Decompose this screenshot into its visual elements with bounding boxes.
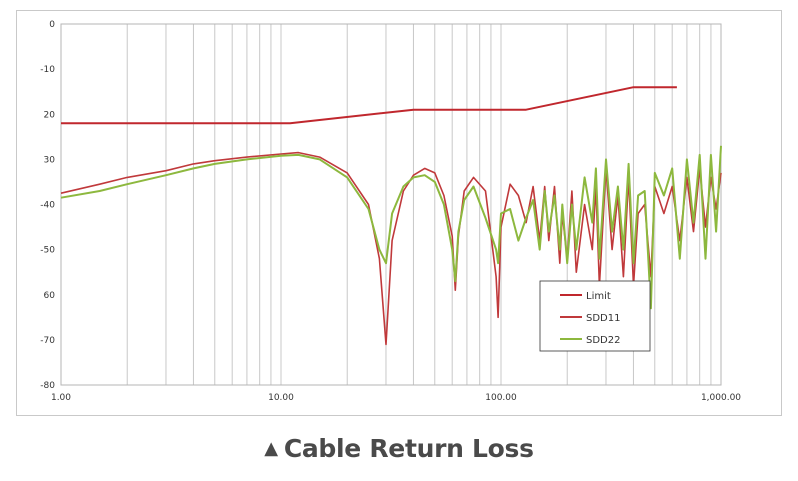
- x-tick-label: 10.00: [268, 393, 294, 403]
- y-tick-label: -40: [40, 201, 55, 211]
- x-tick-label: 100.00: [485, 393, 517, 403]
- y-tick-label: -70: [40, 336, 55, 346]
- return-loss-chart: 0 -10 20 30 -40 -50 60 -70 -80 1.00 10.00 100.00 1,0…: [40, 20, 741, 403]
- x-tick-label: 1,000.00: [701, 393, 741, 403]
- x-tick-label: 1.00: [51, 393, 71, 403]
- chart-frame: 0 -10 20 30 -40 -50 60 -70 -80 1.00 10.00 100.00 1,0…: [16, 10, 782, 416]
- y-tick-label: -50: [40, 246, 55, 256]
- chart-caption: ▲ Cable Return Loss: [0, 434, 798, 463]
- caption-text: Cable Return Loss: [283, 434, 534, 463]
- legend-label-sdd22: SDD22: [586, 335, 620, 346]
- y-tick-label: 30: [44, 155, 56, 165]
- y-tick-label: -80: [40, 381, 55, 391]
- y-tick-label: 60: [44, 291, 56, 301]
- legend-label-limit: Limit: [586, 291, 611, 302]
- triangle-up-icon: ▲: [264, 438, 278, 459]
- y-tick-label: -10: [40, 65, 55, 75]
- series-line-sdd22: [60, 145, 722, 310]
- series-line-limit: [61, 86, 677, 125]
- legend-box: [539, 280, 651, 352]
- y-tick-label: 0: [49, 20, 55, 30]
- plot-area: [60, 23, 722, 386]
- y-tick-label: 20: [44, 110, 56, 120]
- legend-label-sdd11: SDD11: [586, 313, 620, 324]
